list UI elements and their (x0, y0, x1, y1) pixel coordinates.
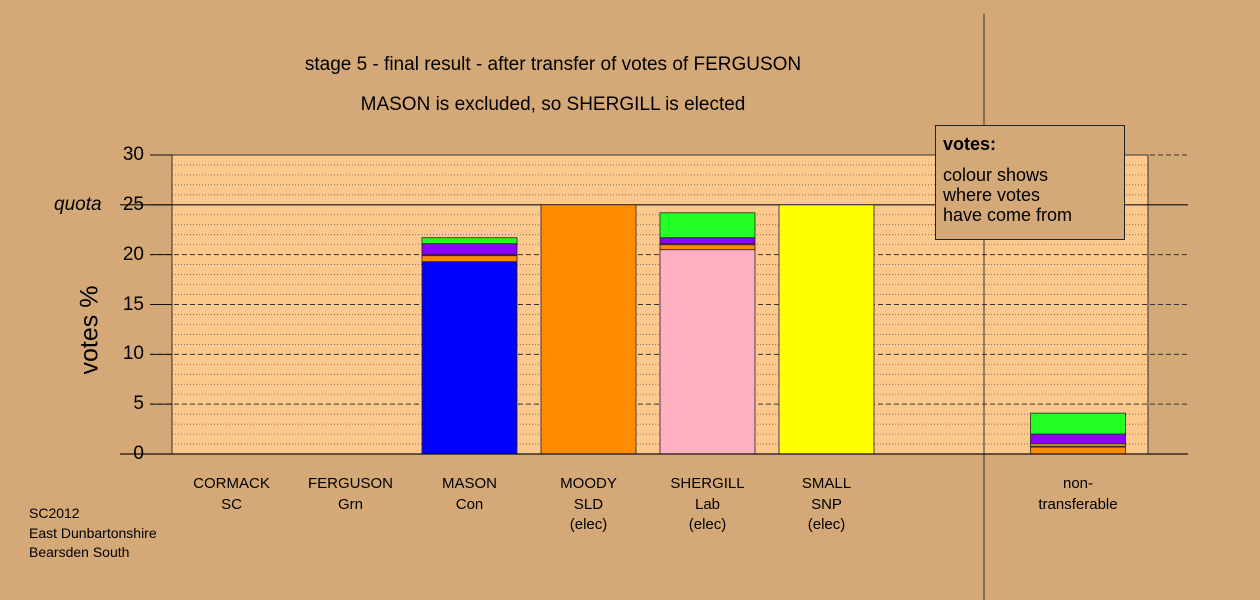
bar-segment (659, 244, 756, 251)
category-label: SHERGILL Lab (elec) (638, 474, 778, 536)
y-axis-label: votes % (75, 285, 104, 375)
category-label-line: (elec) (688, 516, 727, 533)
category-label-line: MOODY (560, 475, 617, 492)
footer-council: East Dunbartonshire (29, 524, 157, 541)
category-label-line: FERGUSON (307, 475, 393, 492)
category-label: SMALL SNP (elec) (757, 474, 897, 536)
bar-segment (540, 204, 637, 455)
bar-segment (421, 261, 518, 455)
y-tick-label: 25 (122, 193, 144, 215)
bar-segment (1030, 446, 1126, 455)
category-label: non-transferable (1008, 474, 1148, 515)
chart-title: stage 5 - final result - after transfer … (304, 54, 802, 75)
chart-subtitle: MASON is excluded, so SHERGILL is electe… (360, 94, 746, 115)
category-label-line: transferable (1038, 495, 1118, 513)
legend-title: votes: (943, 134, 997, 154)
category-label-line: SC (221, 495, 242, 513)
y-tick-label: 5 (133, 393, 144, 415)
bar-segment (1030, 433, 1126, 445)
category-label-line: MASON (441, 475, 497, 492)
bar-segment (421, 243, 518, 256)
category-label-line: SLD (573, 495, 604, 513)
bar-segment (421, 237, 518, 245)
y-tick-label: 15 (122, 293, 144, 315)
legend: votes: colour shows where votes have com… (935, 125, 1125, 240)
bar-segment (421, 255, 518, 263)
category-label-line: (elec) (807, 516, 846, 533)
legend-line: where votes (943, 185, 1041, 205)
y-tick-label: 10 (122, 343, 144, 365)
category-label-line: SNP (811, 495, 842, 513)
category-label-line: SMALL (801, 475, 852, 492)
category-label: MASON Con (400, 474, 540, 515)
bars (421, 204, 1126, 455)
category-label-line: SHERGILL (670, 475, 745, 492)
legend-line: have come from (943, 205, 1073, 225)
footer: SC2012 East Dunbartonshire Bearsden Sout… (29, 504, 157, 563)
category-label-line: Con (455, 495, 484, 513)
category-label: MOODY SLD (elec) (519, 474, 659, 536)
category-label-line: (elec) (569, 516, 608, 533)
bar-segment (1030, 412, 1126, 435)
bar-segment (659, 212, 756, 239)
category-label: CORMACK SC (162, 474, 302, 515)
quota-label: quota (54, 194, 102, 215)
footer-ward: Bearsden South (29, 544, 130, 560)
category-label-line: CORMACK (193, 475, 270, 492)
legend-line: colour shows (943, 165, 1049, 185)
category-label: FERGUSON Grn (281, 474, 421, 515)
category-label-line: Lab (694, 495, 721, 513)
bar-segment (659, 237, 756, 245)
category-label-line: non- (1062, 475, 1094, 492)
bar-segment (778, 204, 875, 455)
y-tick-label: 20 (122, 243, 144, 265)
axes (120, 14, 1188, 600)
bar-segment (659, 249, 756, 455)
y-tick-label: 0 (133, 443, 144, 464)
y-tick-label: 30 (122, 144, 144, 165)
footer-election: SC2012 (29, 505, 80, 521)
category-label-line: Grn (337, 495, 363, 513)
